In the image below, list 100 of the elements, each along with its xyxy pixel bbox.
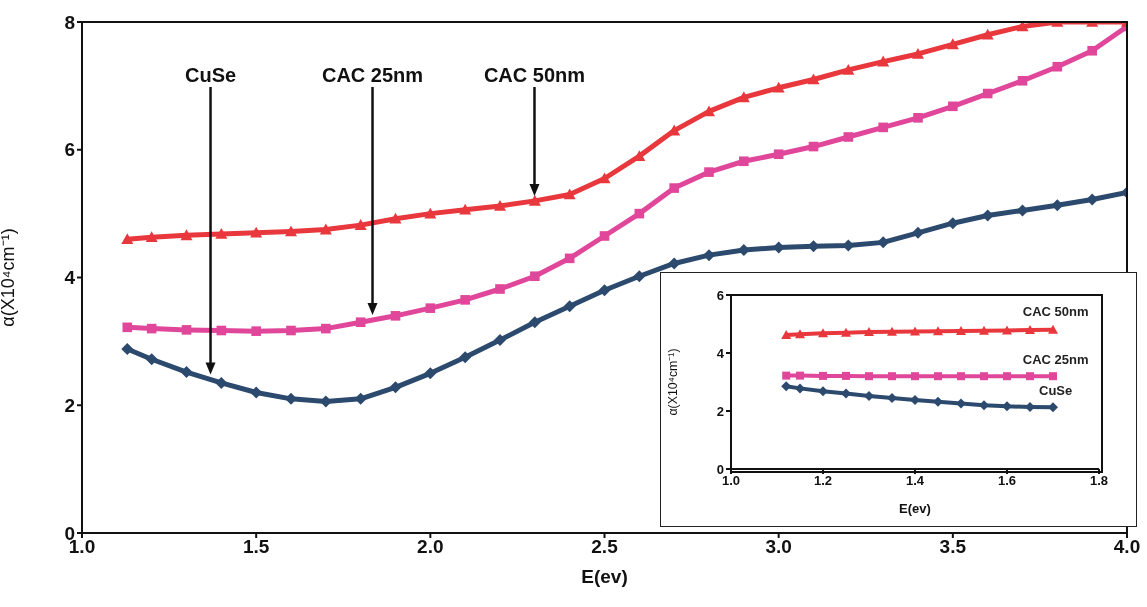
point (946, 38, 959, 50)
point (250, 226, 263, 238)
point (668, 257, 681, 270)
annotation: CuSe (184, 64, 237, 86)
point (354, 219, 367, 230)
point (180, 366, 193, 379)
point (956, 398, 966, 409)
point (737, 91, 750, 103)
point (319, 223, 332, 235)
annotation: CAC 25nm (321, 64, 424, 86)
point (460, 295, 470, 305)
point (888, 372, 896, 381)
point (910, 394, 920, 405)
point (841, 327, 851, 337)
point (910, 326, 920, 336)
point (864, 327, 874, 337)
point (285, 225, 297, 237)
point (946, 217, 959, 230)
x-tick-label: 1.6 (997, 473, 1017, 489)
point (1052, 61, 1063, 72)
point (782, 371, 791, 380)
point (424, 207, 437, 219)
y-tick-label: 4 (716, 345, 725, 361)
x-tick-label: 1.5 (242, 536, 270, 558)
point (912, 47, 924, 59)
point (933, 396, 943, 407)
point (877, 55, 890, 67)
point (773, 149, 784, 160)
point (878, 122, 888, 133)
x-tick-label: 2.5 (591, 536, 619, 558)
series-label: CAC 50nm (1022, 304, 1089, 320)
point (865, 372, 873, 381)
point (389, 212, 402, 224)
point (495, 284, 505, 294)
point (979, 400, 989, 411)
point (934, 372, 942, 381)
x-axis-title: E(ev) (899, 501, 931, 516)
point (933, 326, 943, 336)
point (842, 63, 855, 75)
point (864, 390, 874, 401)
point (1025, 325, 1035, 335)
series-label: CuSe (1039, 383, 1073, 399)
point (818, 328, 828, 338)
point (633, 270, 646, 283)
point (145, 231, 158, 243)
y-tick-label: 8 (64, 11, 75, 33)
point (1016, 22, 1029, 32)
point (122, 322, 133, 333)
x-tick-label: 1.0 (721, 473, 741, 489)
point (979, 325, 989, 335)
point (528, 316, 541, 329)
point (389, 381, 402, 394)
x-tick-label: 3.5 (939, 536, 967, 558)
point (739, 156, 749, 167)
point (215, 228, 228, 239)
y-tick-label: 4 (64, 267, 76, 289)
point (459, 203, 472, 215)
point (563, 188, 576, 200)
point (121, 233, 134, 244)
point (795, 383, 805, 394)
point (494, 334, 506, 347)
y-tick-label: 2 (716, 403, 724, 419)
point (669, 183, 679, 193)
point (424, 367, 437, 380)
point (1087, 45, 1097, 56)
y-tick-label: 6 (64, 139, 75, 161)
point (948, 101, 958, 112)
point (913, 113, 923, 123)
point (530, 271, 540, 282)
x-tick-label: 4.0 (1113, 536, 1141, 558)
point (390, 311, 401, 321)
point (215, 376, 228, 389)
point (1048, 324, 1058, 334)
x-tick-label: 3.0 (765, 536, 792, 558)
x-axis-title: E(ev) (581, 566, 628, 587)
x-tick-label: 1.4 (905, 473, 925, 489)
point (956, 325, 966, 335)
point (598, 284, 611, 297)
point (1002, 401, 1012, 412)
point (145, 353, 158, 366)
point (877, 236, 890, 249)
point (912, 226, 924, 239)
point (842, 371, 850, 380)
point (355, 317, 366, 328)
point (843, 132, 854, 142)
point (772, 81, 785, 93)
annotation: CAC 50nm (483, 64, 586, 86)
point (957, 372, 965, 381)
y-tick-label: 6 (716, 287, 724, 303)
point (887, 326, 897, 336)
point (796, 371, 804, 380)
point (1026, 372, 1034, 381)
point (563, 300, 576, 313)
point (121, 343, 134, 356)
series-label: CAC 25nm (1022, 351, 1089, 367)
point (981, 28, 994, 40)
point (911, 372, 919, 381)
point (807, 73, 820, 85)
point (704, 167, 714, 177)
point (1017, 75, 1028, 86)
